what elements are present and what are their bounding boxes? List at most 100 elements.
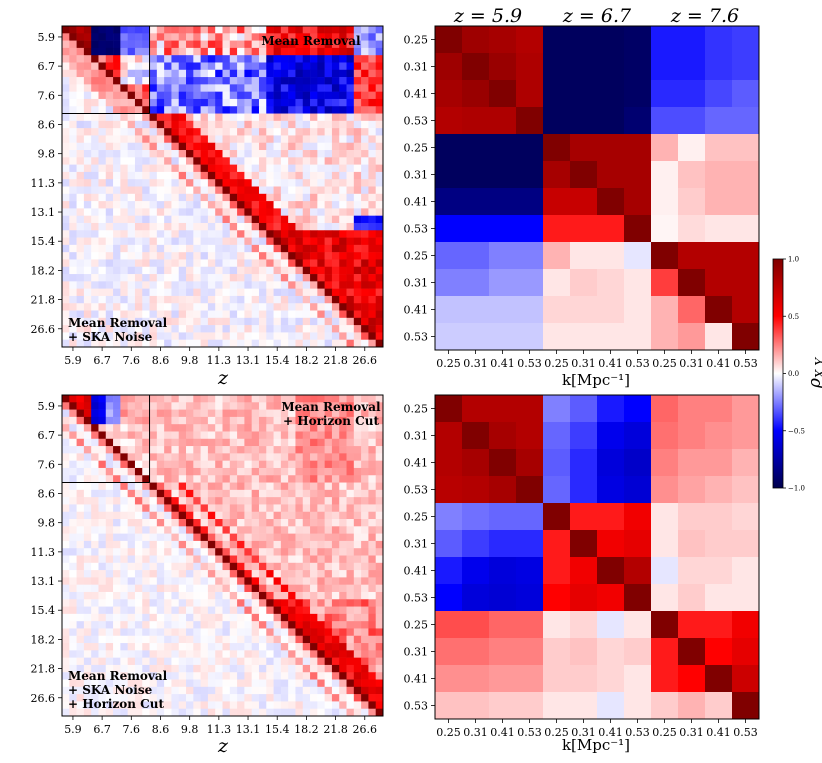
heatmap-cell bbox=[98, 40, 107, 49]
heatmap-cell bbox=[295, 281, 304, 289]
heatmap-cell bbox=[678, 161, 706, 189]
heatmap-cell bbox=[62, 482, 70, 491]
heatmap-cell bbox=[273, 157, 282, 165]
heatmap-cell bbox=[83, 453, 92, 461]
heatmap-cell bbox=[732, 665, 760, 693]
heatmap-cell bbox=[156, 606, 165, 615]
heatmap-cell bbox=[98, 281, 107, 289]
heatmap-cell bbox=[62, 120, 70, 129]
x-tick-label: 0.31 bbox=[463, 357, 488, 370]
heatmap-cell bbox=[244, 402, 252, 410]
heatmap-cell bbox=[339, 467, 347, 476]
heatmap-cell bbox=[251, 467, 260, 476]
heatmap-cell bbox=[76, 310, 85, 319]
heatmap-cell bbox=[280, 701, 289, 710]
heatmap-cell bbox=[105, 708, 114, 717]
heatmap-cell bbox=[62, 40, 70, 49]
heatmap-cell bbox=[91, 635, 99, 644]
heatmap-cell bbox=[244, 664, 252, 673]
heatmap-cell bbox=[178, 621, 187, 629]
heatmap-cell bbox=[113, 33, 121, 41]
heatmap-cell bbox=[142, 244, 150, 253]
heatmap-cell bbox=[280, 686, 289, 695]
heatmap-cell bbox=[142, 672, 150, 680]
heatmap-cell bbox=[142, 643, 150, 651]
heatmap-cell bbox=[288, 526, 296, 534]
heatmap-cell bbox=[62, 511, 70, 520]
heatmap-cell bbox=[324, 482, 333, 491]
heatmap-cell bbox=[127, 150, 136, 158]
heatmap-cell bbox=[516, 530, 544, 558]
heatmap-cell bbox=[251, 26, 260, 34]
heatmap-cell bbox=[280, 533, 289, 542]
heatmap-cell bbox=[98, 467, 107, 476]
heatmap-cell bbox=[98, 252, 107, 260]
heatmap-cell bbox=[62, 317, 70, 326]
heatmap-cell bbox=[273, 164, 282, 173]
heatmap-cell bbox=[288, 577, 296, 585]
heatmap-cell bbox=[273, 511, 282, 520]
heatmap-cell bbox=[346, 193, 355, 202]
heatmap-cell bbox=[156, 77, 165, 85]
heatmap-cell bbox=[207, 453, 216, 461]
heatmap-cell bbox=[91, 215, 99, 224]
heatmap-cell bbox=[134, 201, 143, 209]
heatmap-cell bbox=[91, 701, 99, 710]
heatmap-cell bbox=[178, 303, 187, 311]
heatmap-cell bbox=[368, 591, 377, 600]
heatmap-cell bbox=[543, 557, 571, 585]
heatmap-cell bbox=[200, 201, 209, 209]
heatmap-cell bbox=[295, 584, 304, 593]
heatmap-cell bbox=[331, 157, 340, 165]
heatmap-cell bbox=[288, 84, 296, 92]
heatmap-cell bbox=[149, 222, 158, 231]
heatmap-cell bbox=[375, 179, 384, 187]
heatmap-cell bbox=[331, 613, 340, 622]
heatmap-cell bbox=[207, 244, 216, 253]
annotation-top-right-line2: + Horizon Cut bbox=[283, 414, 379, 428]
heatmap-cell bbox=[98, 628, 107, 637]
heatmap-cell bbox=[295, 409, 304, 418]
heatmap-cell bbox=[156, 186, 165, 195]
heatmap-cell bbox=[375, 150, 384, 158]
heatmap-cell bbox=[705, 503, 733, 531]
heatmap-cell bbox=[331, 475, 340, 483]
heatmap-cell bbox=[346, 446, 355, 454]
heatmap-cell bbox=[178, 186, 187, 195]
heatmap-cell bbox=[288, 332, 296, 341]
heatmap-cell bbox=[368, 128, 377, 136]
heatmap-cell bbox=[324, 295, 333, 304]
heatmap-cell bbox=[98, 186, 107, 195]
heatmap-cell bbox=[624, 215, 652, 243]
heatmap-cell bbox=[624, 269, 652, 297]
heatmap-cell bbox=[120, 150, 128, 158]
heatmap-cell bbox=[288, 106, 296, 114]
heatmap-cell bbox=[222, 332, 231, 341]
heatmap-cell bbox=[113, 446, 121, 454]
heatmap-cell bbox=[317, 259, 325, 268]
heatmap-cell bbox=[105, 47, 114, 56]
heatmap-cell bbox=[258, 606, 267, 615]
heatmap-cell bbox=[258, 77, 267, 85]
heatmap-cell bbox=[266, 570, 274, 578]
heatmap-cell bbox=[207, 40, 216, 49]
heatmap-cell bbox=[237, 591, 245, 600]
heatmap-cell bbox=[83, 98, 92, 107]
heatmap-cell bbox=[134, 416, 143, 425]
heatmap-cell bbox=[178, 657, 187, 666]
heatmap-cell bbox=[288, 446, 296, 454]
heatmap-cell bbox=[324, 497, 333, 505]
heatmap-cell bbox=[346, 657, 355, 666]
heatmap-cell bbox=[69, 208, 77, 216]
heatmap-cell bbox=[120, 135, 128, 144]
heatmap-cell bbox=[339, 402, 347, 410]
heatmap-cell bbox=[193, 164, 201, 173]
heatmap-cell bbox=[76, 686, 85, 695]
heatmap-cell bbox=[142, 395, 150, 403]
heatmap-cell bbox=[149, 650, 158, 658]
heatmap-cell bbox=[361, 98, 369, 107]
heatmap-cell bbox=[597, 503, 625, 531]
heatmap-cell bbox=[134, 446, 143, 454]
heatmap-cell bbox=[266, 635, 274, 644]
heatmap-cell bbox=[251, 208, 260, 216]
